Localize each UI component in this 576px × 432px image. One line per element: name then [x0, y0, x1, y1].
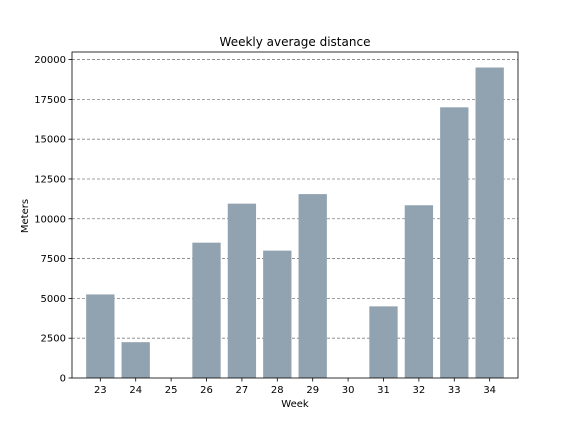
- y-tick-label-10000: 10000: [34, 214, 66, 225]
- x-tick-label-25: 25: [165, 385, 178, 396]
- bar-week-23: [86, 294, 115, 378]
- y-tick-label-15000: 15000: [34, 135, 66, 146]
- bars: [86, 67, 504, 379]
- y-tick-label-0: 0: [60, 374, 66, 385]
- x-tick-label-30: 30: [342, 385, 355, 396]
- x-tick-label-23: 23: [94, 385, 107, 396]
- y-tick-label-7500: 7500: [41, 254, 66, 265]
- bar-week-26: [192, 242, 221, 378]
- x-tick-label-31: 31: [377, 385, 390, 396]
- bar-week-33: [440, 107, 469, 378]
- x-tick-label-24: 24: [129, 385, 142, 396]
- x-axis-label: Week: [281, 399, 309, 410]
- bar-week-31: [369, 306, 398, 378]
- plot-frame: [71, 51, 519, 379]
- bar-week-24: [121, 342, 150, 378]
- y-axis-label: Meters: [20, 199, 31, 233]
- y-tick-label-17500: 17500: [34, 95, 66, 106]
- bar-week-28: [263, 250, 292, 378]
- y-tick-label-20000: 20000: [34, 55, 66, 66]
- x-tick-label-28: 28: [271, 385, 284, 396]
- x-tick-label-26: 26: [200, 385, 213, 396]
- bar-week-27: [227, 203, 257, 378]
- bar-week-34: [475, 67, 504, 379]
- x-tick-label-29: 29: [306, 385, 319, 396]
- x-tick-label-32: 32: [413, 385, 426, 396]
- x-tick-label-34: 34: [483, 385, 496, 396]
- axes: 0 2500 5000 7500 10000 12500 15000 17500 20000 23…: [34, 51, 519, 396]
- y-tick-label-12500: 12500: [34, 174, 66, 185]
- bar-week-29: [298, 194, 327, 378]
- y-tick-label-2500: 2500: [41, 334, 66, 345]
- x-tick-label-27: 27: [236, 385, 249, 396]
- bar-week-32: [404, 205, 434, 378]
- chart-title: Weekly average distance: [220, 35, 371, 49]
- y-tick-label-5000: 5000: [41, 294, 66, 305]
- x-tick-label-33: 33: [448, 385, 461, 396]
